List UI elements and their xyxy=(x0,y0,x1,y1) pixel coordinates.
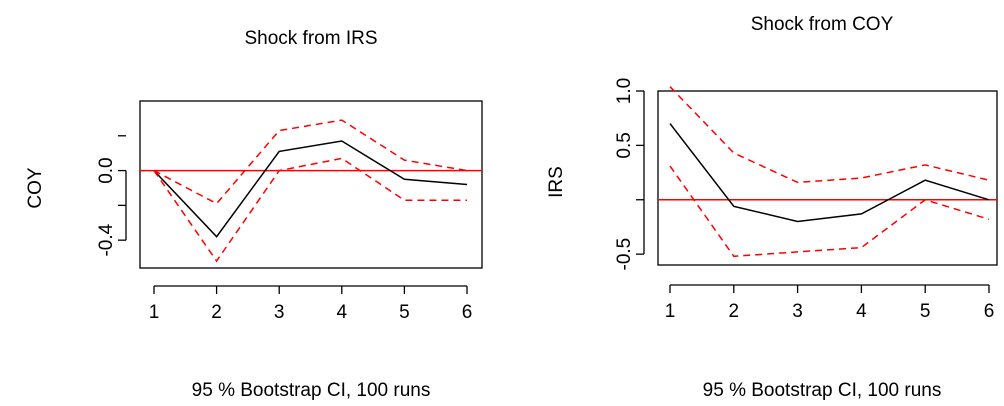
panel-shock-from-irs: Shock from IRS COY 95 % Bootstrap CI, 10… xyxy=(25,28,483,401)
x-tick-label: 1 xyxy=(665,301,676,322)
x-tick-label: 6 xyxy=(984,301,995,322)
plot-frame xyxy=(139,100,483,269)
x-tick-label: 3 xyxy=(274,302,285,323)
y-tick-label: -0.5 xyxy=(614,238,635,271)
axes: 1 2 3 4 5 6 -0.5 0.5 1.0 xyxy=(614,78,994,322)
panel-shock-from-coy: Shock from COY IRS 95 % Bootstrap CI, 10… xyxy=(546,14,998,401)
series-lower-line xyxy=(153,157,467,263)
y-tick-label: 0.5 xyxy=(614,132,635,158)
series-lines xyxy=(140,119,482,263)
x-tick-label: 2 xyxy=(211,302,222,323)
ci-caption: 95 % Bootstrap CI, 100 runs xyxy=(192,380,431,401)
x-tick-label: 4 xyxy=(856,301,867,322)
series-response-line xyxy=(153,140,468,238)
x-tick-label: 2 xyxy=(729,301,740,322)
y-tick-label: 1.0 xyxy=(614,78,635,104)
x-tick-label: 6 xyxy=(462,302,473,323)
plot-frame xyxy=(657,90,998,266)
series-upper-line xyxy=(669,86,990,184)
y-tick-label: 0.0 xyxy=(96,157,117,183)
series-response-line xyxy=(669,123,990,223)
panel-title: Shock from IRS xyxy=(244,28,377,49)
y-axis-label: IRS xyxy=(546,166,567,198)
x-tick-label: 5 xyxy=(399,302,410,323)
series-lines xyxy=(658,86,997,258)
x-tick-label: 4 xyxy=(337,302,348,323)
series-lower-line xyxy=(669,165,990,258)
x-tick-label: 1 xyxy=(149,302,160,323)
panel-title: Shock from COY xyxy=(751,14,894,35)
axes: 1 2 3 4 5 6 -0.4 0.0 xyxy=(96,135,473,323)
y-tick-label: -0.4 xyxy=(96,223,117,256)
y-axis-label: COY xyxy=(25,167,46,209)
ci-caption: 95 % Bootstrap CI, 100 runs xyxy=(703,380,942,401)
x-tick-label: 5 xyxy=(920,301,931,322)
x-tick-label: 3 xyxy=(792,301,803,322)
series-upper-line xyxy=(153,119,468,205)
